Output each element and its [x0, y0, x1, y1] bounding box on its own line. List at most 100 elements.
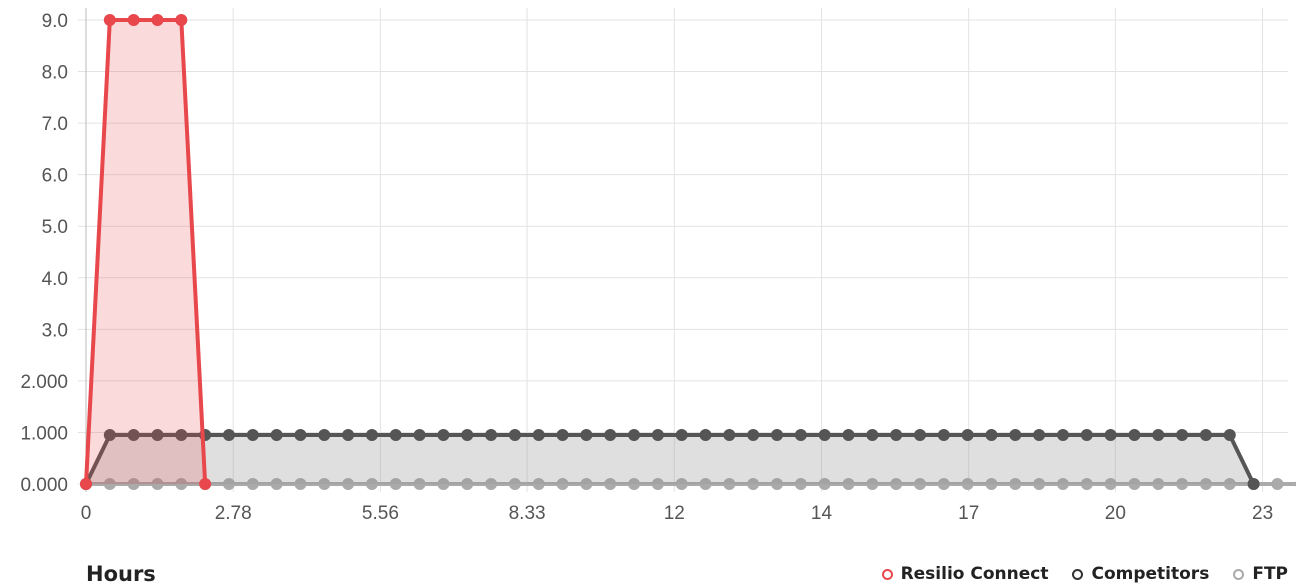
competitors-point: [842, 429, 855, 442]
resilio-connect-point: [103, 14, 116, 26]
ftp-point: [675, 478, 688, 490]
y-tick-label: 0.000: [20, 475, 68, 496]
ftp-point: [985, 478, 998, 490]
competitors-point: [222, 429, 235, 442]
ftp-point: [699, 478, 712, 490]
competitors-point: [294, 429, 307, 442]
legend-label-resilio: Resilio Connect: [900, 564, 1049, 584]
competitors-point: [771, 429, 784, 442]
ftp-point: [222, 478, 235, 490]
ftp-point: [866, 478, 879, 490]
competitors-point: [1033, 429, 1046, 442]
competitors-point: [532, 429, 545, 442]
ftp-point: [461, 478, 474, 490]
competitors-point: [437, 429, 450, 442]
ftp-point: [127, 478, 140, 490]
ftp-point: [771, 478, 784, 490]
y-tick-label: 5.0: [42, 217, 68, 238]
legend-swatch-resilio: [881, 568, 893, 580]
x-tick-label: 20: [1105, 503, 1126, 524]
x-tick-label: 5.56: [362, 503, 399, 524]
competitors-point: [723, 429, 736, 442]
area-chart: 0.000 1.000 2.000 3.0 4.0 5.0 6.0 7.0 8.0 9.0 0 2.7…: [20, 8, 1296, 524]
competitors-point: [1247, 478, 1260, 490]
ftp-point: [246, 478, 259, 490]
y-tick-label: 9.0: [42, 11, 68, 32]
competitors-point: [675, 429, 688, 442]
legend-label-competitors: Competitors: [1091, 564, 1210, 584]
x-tick-label: 14: [811, 503, 833, 524]
competitors-point: [413, 429, 426, 442]
competitors-point: [580, 429, 593, 442]
x-tick-label: 17: [958, 503, 979, 524]
competitors-point: [389, 429, 402, 442]
competitors-point: [127, 429, 140, 442]
competitors-point: [628, 429, 641, 442]
ftp-point: [1152, 478, 1165, 490]
ftp-point: [1223, 478, 1236, 490]
competitors-point: [175, 429, 188, 442]
y-tick-label: 8.0: [42, 63, 68, 84]
ftp-point: [628, 478, 641, 490]
competitors-point: [1199, 429, 1212, 442]
y-tick-label: 3.0: [42, 320, 68, 341]
competitors-point: [1009, 429, 1022, 442]
legend-item-resilio[interactable]: Resilio Connect: [881, 564, 1049, 584]
ftp-point: [961, 478, 974, 490]
ftp-point: [532, 478, 545, 490]
competitors-point: [318, 429, 331, 442]
competitors-point: [794, 429, 807, 442]
competitors-point: [1128, 429, 1141, 442]
ftp-point: [1009, 478, 1022, 490]
competitors-point: [485, 429, 498, 442]
ftp-point: [1104, 478, 1117, 490]
competitors-point: [1152, 429, 1165, 442]
competitors-area: [86, 435, 1254, 484]
resilio-connect-area: [86, 20, 206, 484]
legend-item-ftp[interactable]: FTP: [1233, 564, 1288, 584]
ftp-point: [890, 478, 903, 490]
resilio-connect-point: [151, 14, 164, 26]
competitors-point: [1056, 429, 1069, 442]
ftp-point: [1176, 478, 1189, 490]
ftp-point: [1056, 478, 1069, 490]
y-tick-label: 6.0: [42, 166, 68, 187]
resilio-connect-point: [175, 14, 188, 26]
y-tick-label: 1.000: [20, 423, 68, 444]
resilio-connect-point: [80, 478, 92, 490]
ftp-point: [794, 478, 807, 490]
ftp-point: [413, 478, 426, 490]
ftp-point: [365, 478, 378, 490]
x-tick-label: 8.33: [509, 503, 546, 524]
competitors-point: [866, 429, 879, 442]
ftp-point: [1033, 478, 1046, 490]
ftp-point: [651, 478, 664, 490]
competitors-point: [651, 429, 664, 442]
ftp-point: [508, 478, 521, 490]
ftp-point: [103, 478, 116, 490]
competitors-point: [604, 429, 617, 442]
competitors-point: [985, 429, 998, 442]
ftp-point: [580, 478, 593, 490]
ftp-point: [1199, 478, 1212, 490]
competitors-point: [747, 429, 760, 442]
ftp-point: [175, 478, 188, 490]
legend-item-competitors[interactable]: Competitors: [1072, 564, 1209, 584]
x-tick-label: 0: [81, 503, 92, 524]
competitors-point: [342, 429, 355, 442]
ftp-point: [1080, 478, 1093, 490]
ftp-point: [556, 478, 569, 490]
ftp-point: [747, 478, 760, 490]
ftp-point: [1271, 478, 1284, 490]
y-tick-label: 2.000: [20, 372, 68, 393]
resilio-connect-line: [84, 18, 208, 485]
competitors-point: [270, 429, 283, 442]
competitors-point: [246, 429, 259, 442]
legend: Resilio Connect Competitors FTP: [881, 564, 1288, 584]
competitors-point: [699, 429, 712, 442]
ftp-point: [485, 478, 498, 490]
ftp-point: [270, 478, 283, 490]
resilio-connect-point: [199, 478, 212, 490]
competitors-point: [913, 429, 926, 442]
ftp-point: [151, 478, 164, 490]
